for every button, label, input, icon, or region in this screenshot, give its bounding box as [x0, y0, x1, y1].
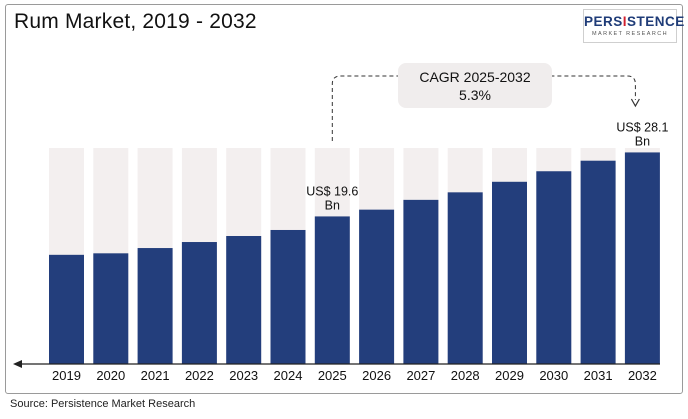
bar-2021 — [137, 248, 173, 364]
cagr-value: 5.3% — [459, 87, 491, 103]
tick-label-2032: 2032 — [628, 368, 657, 383]
tick-label-2024: 2024 — [274, 368, 303, 383]
bar-2025 — [314, 216, 350, 364]
x-tick-labels: 2019 2020 2021 2022 2023 2024 2025 2026 2027 2028… — [52, 368, 657, 383]
cagr-callout: CAGR 2025-2032 5.3% — [331, 63, 640, 141]
x-axis — [13, 360, 660, 368]
tick-label-2031: 2031 — [584, 368, 613, 383]
tick-label-2027: 2027 — [406, 368, 435, 383]
bar-2019 — [49, 254, 84, 364]
tick-label-2025: 2025 — [318, 368, 347, 383]
tick-label-2029: 2029 — [495, 368, 524, 383]
bar-2026 — [359, 209, 395, 364]
bar-2032 — [624, 152, 660, 364]
bar-2029 — [492, 181, 527, 364]
tick-label-2022: 2022 — [185, 368, 214, 383]
bar-2028 — [447, 192, 483, 364]
bar-2023 — [226, 236, 262, 364]
x-axis-arrow — [13, 360, 22, 368]
bar-2030 — [536, 171, 572, 364]
data-label-2025: US$ 19.6 — [306, 184, 358, 198]
tick-label-2026: 2026 — [362, 368, 391, 383]
tick-label-2021: 2021 — [141, 368, 170, 383]
logo-text: PERSISTENCE — [584, 14, 685, 29]
tick-label-2019: 2019 — [52, 368, 81, 383]
tick-label-2028: 2028 — [451, 368, 480, 383]
cagr-box — [398, 63, 552, 108]
cagr-arrow-head — [630, 98, 640, 108]
logo-subtext: MARKET RESEARCH — [592, 31, 668, 37]
tick-label-2030: 2030 — [539, 368, 568, 383]
tick-label-2023: 2023 — [229, 368, 258, 383]
source-note: Source: Persistence Market Research — [10, 398, 196, 410]
bar-2031 — [580, 160, 616, 364]
bar-2024 — [270, 229, 306, 364]
data-label-unit-2025: Bn — [325, 198, 340, 212]
data-label-unit-2032: Bn — [635, 134, 650, 148]
tick-label-2020: 2020 — [96, 368, 125, 383]
bar-2027 — [403, 199, 439, 364]
persistence-logo: PERSISTENCE MARKET RESEARCH — [583, 9, 685, 43]
chart-title: Rum Market, 2019 - 2032 — [14, 10, 257, 33]
cagr-label: CAGR 2025-2032 — [419, 69, 531, 85]
bar-2020 — [93, 253, 129, 364]
data-label-2032: US$ 28.1 — [616, 120, 668, 134]
bars — [49, 152, 660, 364]
bar-2022 — [181, 242, 217, 364]
